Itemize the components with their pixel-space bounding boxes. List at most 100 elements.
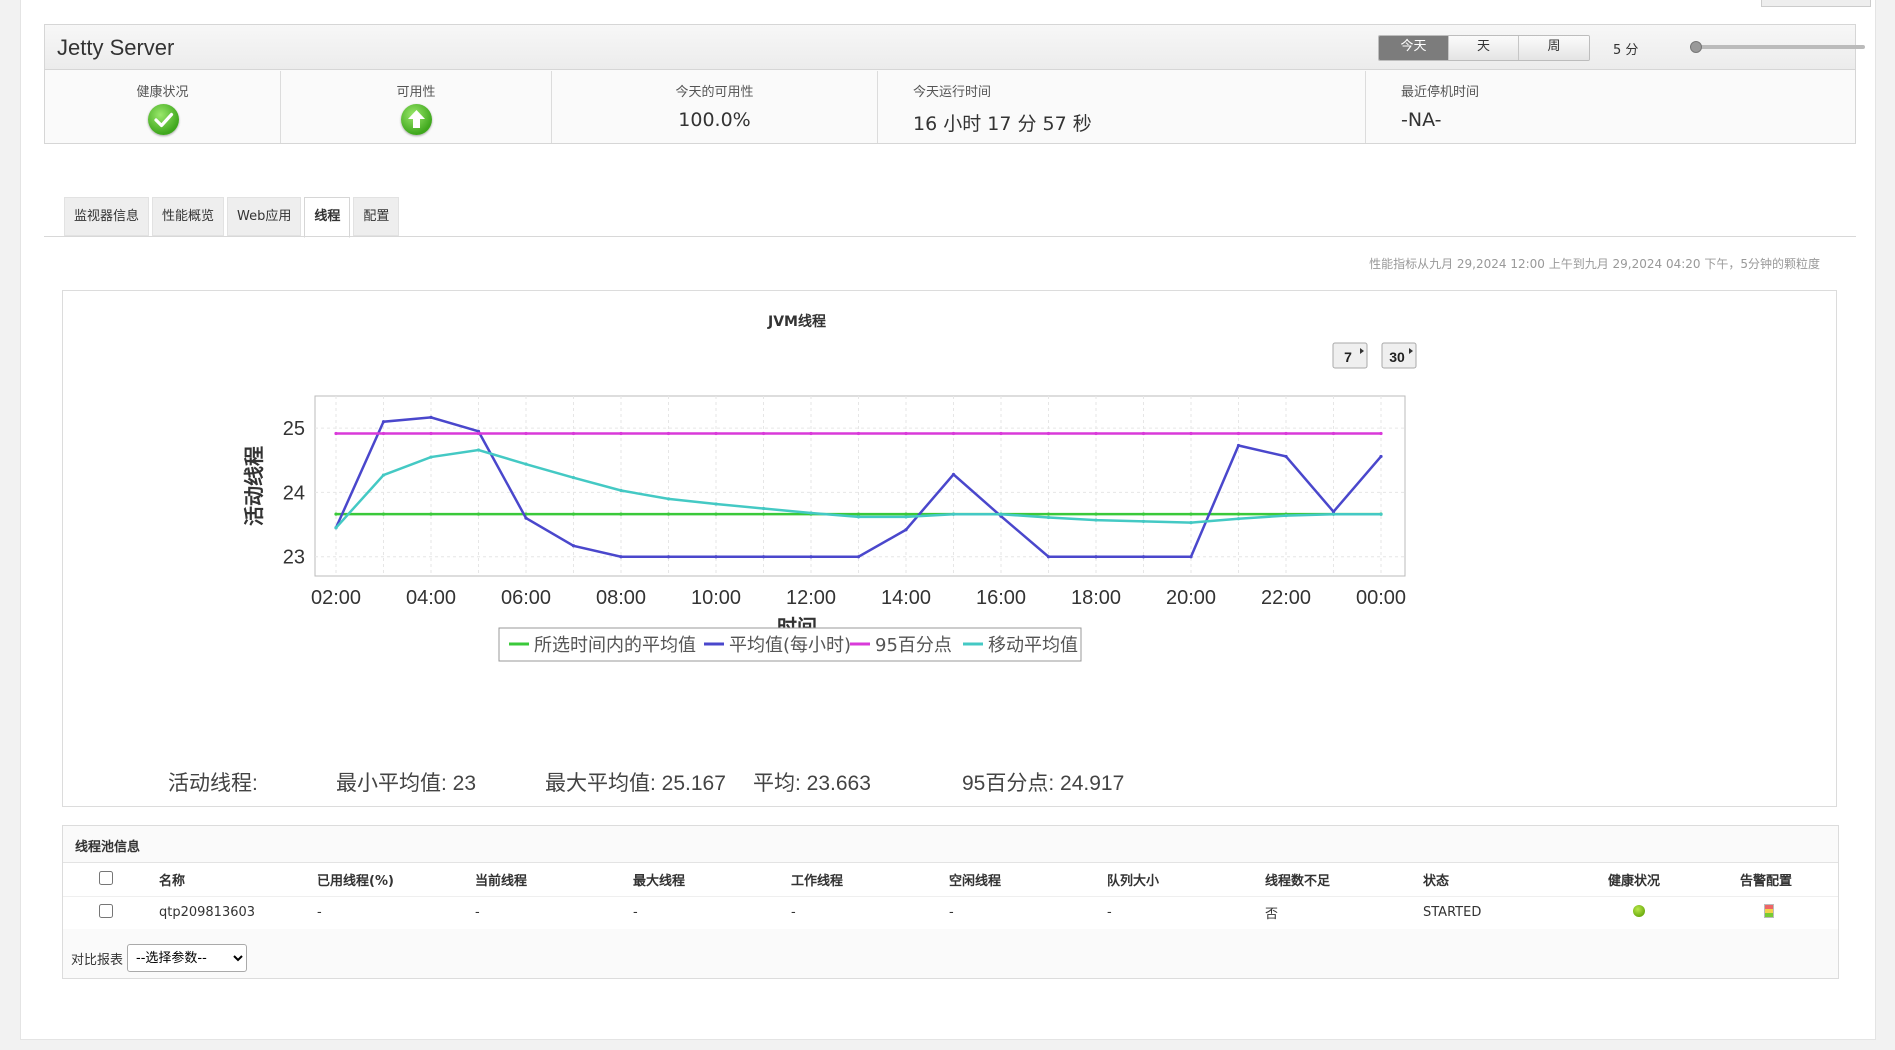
stat-availability: 可用性 bbox=[281, 71, 552, 143]
y-tick-label: 25 bbox=[283, 418, 305, 440]
data-point bbox=[761, 506, 766, 511]
data-point bbox=[619, 512, 623, 516]
legend-label-0: 所选时间内的平均值 bbox=[534, 635, 696, 656]
data-point bbox=[856, 431, 861, 436]
pool-state: STARTED bbox=[1423, 896, 1608, 929]
x-tick-label: 08:00 bbox=[596, 587, 646, 609]
data-point bbox=[429, 512, 433, 516]
col-idle[interactable]: 空闲线程 bbox=[949, 862, 1107, 897]
top-button-stub[interactable] bbox=[1761, 0, 1871, 7]
tab-divider bbox=[44, 236, 1856, 237]
data-point bbox=[1094, 555, 1098, 559]
data-point bbox=[999, 431, 1003, 436]
data-point bbox=[381, 420, 386, 424]
summary-label: 活动线程: bbox=[168, 772, 258, 795]
tab-monitor-info[interactable]: 监视器信息 bbox=[64, 197, 150, 236]
7-day-button-label[interactable]: 7 bbox=[1344, 349, 1352, 365]
data-point bbox=[476, 431, 481, 436]
data-point bbox=[1379, 431, 1383, 436]
data-point bbox=[381, 512, 386, 516]
data-point bbox=[619, 488, 623, 493]
health-label: 健康状况 bbox=[136, 85, 189, 100]
30-day-button[interactable] bbox=[1381, 342, 1417, 369]
data-point bbox=[381, 473, 386, 477]
data-point bbox=[1046, 515, 1051, 520]
alarm-config-icon[interactable] bbox=[1764, 903, 1774, 918]
select-all-checkbox[interactable] bbox=[99, 870, 113, 885]
col-low-threads[interactable]: 线程数不足 bbox=[1265, 862, 1423, 897]
x-tick-label: 20:00 bbox=[1166, 587, 1216, 609]
data-point bbox=[476, 448, 481, 452]
period-week-button[interactable]: 周 bbox=[1519, 36, 1589, 60]
data-point bbox=[714, 502, 718, 506]
data-point bbox=[1189, 555, 1193, 559]
pool-max: - bbox=[633, 896, 791, 929]
monitor-title: Jetty Server bbox=[57, 35, 175, 60]
period-selector: 今天 天 周 bbox=[1378, 35, 1590, 61]
thread-pool-panel: 线程池信息 名称 已用线程(%) 当前线程 最大线程 工作线程 空闲线程 队列大… bbox=[62, 825, 1839, 979]
row-select-cell bbox=[63, 896, 159, 929]
data-point bbox=[476, 512, 481, 516]
data-point bbox=[809, 511, 813, 515]
row-checkbox[interactable] bbox=[99, 903, 113, 918]
data-point bbox=[1189, 521, 1193, 525]
data-point bbox=[1046, 431, 1051, 436]
col-used-pct[interactable]: 已用线程(%) bbox=[317, 862, 475, 897]
y-tick-label: 23 bbox=[283, 547, 305, 569]
x-tick-label: 12:00 bbox=[786, 587, 836, 609]
stat-health: 健康状况 bbox=[45, 71, 281, 143]
col-name[interactable]: 名称 bbox=[159, 862, 317, 897]
data-point bbox=[1094, 512, 1098, 516]
data-point bbox=[524, 431, 528, 436]
summary-p95: 95百分点: 24.917 bbox=[962, 772, 1125, 795]
thread-pool-table: 名称 已用线程(%) 当前线程 最大线程 工作线程 空闲线程 队列大小 线程数不… bbox=[63, 862, 1838, 929]
green-dot-icon[interactable] bbox=[1633, 904, 1645, 917]
period-today-button[interactable]: 今天 bbox=[1379, 36, 1449, 60]
tab-config[interactable]: 配置 bbox=[353, 197, 400, 236]
period-day-button[interactable]: 天 bbox=[1449, 36, 1519, 60]
data-point bbox=[714, 431, 718, 436]
compare-report: 对比报表 --选择参数-- bbox=[71, 944, 248, 972]
select-all-cell bbox=[63, 862, 159, 897]
last-downtime-label: 最近停机时间 bbox=[1401, 85, 1480, 100]
col-health: 健康状况 bbox=[1608, 862, 1740, 897]
data-point bbox=[619, 555, 623, 559]
interval-slider[interactable] bbox=[1690, 41, 1865, 53]
data-point bbox=[1379, 454, 1383, 459]
data-point bbox=[1284, 513, 1288, 518]
col-busy[interactable]: 工作线程 bbox=[791, 862, 949, 897]
col-queue[interactable]: 队列大小 bbox=[1107, 862, 1265, 897]
data-point bbox=[429, 455, 433, 459]
data-point bbox=[1284, 454, 1288, 459]
data-point bbox=[429, 431, 433, 436]
summary-avg: 平均: 23.663 bbox=[753, 772, 871, 795]
table-row: qtp209813603 - - - - - - 否 STARTED bbox=[63, 896, 1838, 929]
metric-range-note: 性能指标从九月 29,2024 12:00 上午到九月 29,2024 04:2… bbox=[1369, 257, 1820, 271]
col-current[interactable]: 当前线程 bbox=[475, 862, 633, 897]
today-availability-label: 今天的可用性 bbox=[675, 85, 754, 100]
legend-box bbox=[498, 627, 1082, 662]
plot-area bbox=[314, 395, 1406, 577]
data-point bbox=[666, 512, 671, 516]
tab-performance[interactable]: 性能概览 bbox=[152, 197, 225, 236]
30-day-button-label[interactable]: 30 bbox=[1389, 349, 1405, 365]
data-point bbox=[999, 512, 1003, 516]
data-point bbox=[524, 516, 528, 520]
today-availability-value: 100.0% bbox=[678, 109, 751, 131]
data-point bbox=[524, 462, 528, 466]
7-day-button[interactable] bbox=[1332, 342, 1368, 369]
compare-label: 对比报表 bbox=[71, 952, 124, 968]
tab-web-apps[interactable]: Web应用 bbox=[227, 197, 302, 236]
data-point bbox=[666, 497, 671, 501]
data-point bbox=[1141, 512, 1146, 516]
col-max[interactable]: 最大线程 bbox=[633, 862, 791, 897]
data-point bbox=[951, 472, 956, 477]
pool-name[interactable]: qtp209813603 bbox=[159, 896, 317, 929]
slider-knob[interactable] bbox=[1690, 41, 1702, 53]
tab-threads[interactable]: 线程 bbox=[304, 197, 351, 238]
compare-param-select[interactable]: --选择参数-- bbox=[127, 944, 248, 972]
pool-used-pct: - bbox=[317, 896, 475, 929]
col-state[interactable]: 状态 bbox=[1423, 862, 1608, 897]
data-point bbox=[714, 555, 718, 559]
data-point bbox=[809, 555, 813, 559]
